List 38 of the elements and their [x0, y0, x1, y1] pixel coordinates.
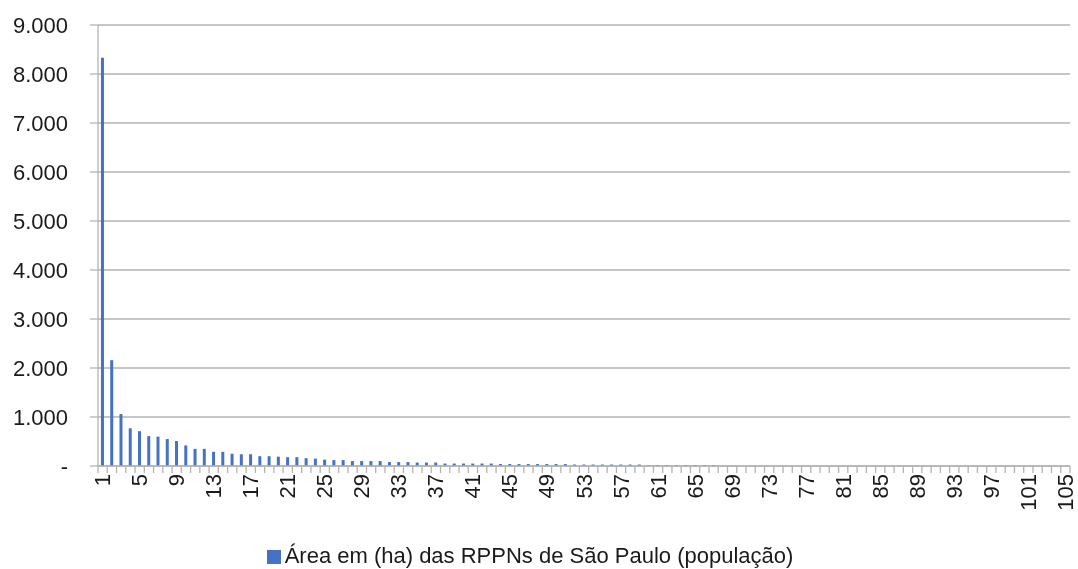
x-tick-label: 97: [978, 474, 1004, 499]
x-tick-label: 57: [608, 474, 634, 499]
x-tick-label: 45: [497, 474, 523, 499]
y-tick-label: 6.000: [12, 159, 68, 185]
y-tick-label: 5.000: [12, 208, 68, 234]
y-tick-label: 1.000: [12, 404, 68, 430]
x-tick-label: 1: [90, 474, 116, 487]
legend-label: Área em (ha) das RPPNs de São Paulo (população): [284, 543, 794, 568]
x-tick-label: 93: [941, 474, 967, 499]
x-tick-label: 37: [423, 474, 449, 499]
y-tick-label: -: [60, 453, 68, 479]
y-tick-label: 2.000: [12, 355, 68, 381]
x-tick-label: 41: [460, 474, 486, 499]
x-tick-label: 9: [164, 474, 190, 487]
x-tick-label: 5: [127, 474, 153, 487]
y-tick-label: 9.000: [12, 12, 68, 38]
x-tick-label: 65: [682, 474, 708, 499]
x-tick-label: 13: [201, 474, 227, 499]
x-tick-label: 69: [719, 474, 745, 499]
y-tick-label: 4.000: [12, 257, 68, 283]
x-tick-label: 17: [238, 474, 264, 499]
x-tick-label: 81: [830, 474, 856, 499]
x-tick-label: 21: [275, 474, 301, 499]
x-tick-label: 61: [645, 474, 671, 499]
x-tick-label: 101: [1015, 474, 1041, 511]
x-tick-label: 73: [756, 474, 782, 499]
x-tick-label: 33: [386, 474, 412, 499]
x-tick-label: 77: [793, 474, 819, 499]
x-tick-label: 105: [1052, 474, 1078, 511]
x-tick-label: 85: [867, 474, 893, 499]
x-tick-label: 89: [904, 474, 930, 499]
x-tick-label: 53: [571, 474, 597, 499]
y-tick-label: 8.000: [12, 61, 68, 87]
x-tick-label: 49: [534, 474, 560, 499]
x-tick-label: 29: [349, 474, 375, 499]
y-tick-label: 7.000: [12, 110, 68, 136]
y-tick-label: 3.000: [12, 306, 68, 332]
x-tick-label: 25: [312, 474, 338, 499]
